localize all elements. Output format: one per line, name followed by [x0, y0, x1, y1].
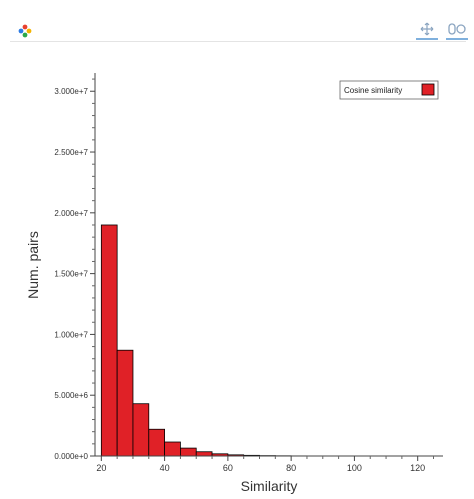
pan-move-icon: [420, 22, 434, 36]
x-tick-label-4: 100: [347, 463, 362, 473]
histogram-chart: 20 40 60 80 100 120 0.000e+0 5.000e+6 1.000e+7 1…: [25, 73, 443, 494]
x-tick-label-3: 80: [286, 463, 296, 473]
plot-area[interactable]: [95, 73, 443, 457]
bokeh-logo-icon: [18, 24, 32, 38]
legend-box: [339, 80, 439, 100]
bars-group: [100, 224, 355, 457]
toolbar-divider: [10, 41, 466, 42]
y-tick-label-4: 2.000e+7: [54, 209, 88, 218]
x-tick-label-1: 40: [160, 463, 170, 473]
y-axis-ticks: 0.000e+0 5.000e+6 1.000e+7 1.500e+7 2.000e+7…: [54, 78, 95, 461]
histogram-bar-6: [195, 451, 213, 457]
x-axis-ticks: 20 40 60 80 100 120: [96, 456, 435, 473]
histogram-bar-5: [180, 447, 197, 457]
histogram-bar-0: [100, 224, 118, 457]
x-axis-title: Similarity: [241, 478, 298, 494]
toolbar: [0, 0, 474, 44]
wheel-zoom-icon: [448, 23, 466, 35]
x-tick-label-0: 20: [96, 463, 106, 473]
y-tick-label-2: 1.000e+7: [54, 330, 88, 339]
histogram-bar-1: [116, 349, 134, 457]
y-tick-label-5: 2.500e+7: [54, 148, 88, 157]
y-tick-label-3: 1.500e+7: [54, 270, 88, 279]
y-tick-label-0: 0.000e+0: [54, 452, 88, 461]
legend: Cosine similarity: [339, 80, 439, 100]
legend-swatch: [421, 83, 435, 96]
y-tick-label-1: 5.000e+6: [54, 391, 88, 400]
histogram-bar-4: [164, 441, 181, 457]
y-tick-label-6: 3.000e+7: [54, 87, 88, 96]
y-axis-title: Num. pairs: [25, 231, 41, 299]
wheel-zoom-tool-button[interactable]: [446, 20, 468, 40]
x-tick-label-5: 120: [410, 463, 425, 473]
histogram-bar-2: [132, 403, 150, 457]
histogram-bar-3: [148, 428, 165, 457]
pan-tool-button[interactable]: [416, 20, 438, 40]
legend-label: Cosine similarity: [344, 86, 402, 95]
x-tick-label-2: 60: [223, 463, 233, 473]
